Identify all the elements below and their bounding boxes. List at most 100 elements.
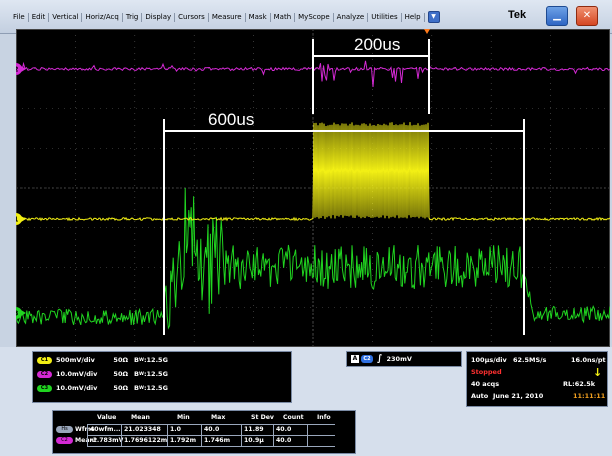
measurement-cell: 40.0 xyxy=(276,426,292,433)
date: June 21, 2010 xyxy=(493,392,544,400)
channel-readouts[interactable]: C1 500mV/div 50Ω B W:12.5G C2 10.0mV/div 50Ω B W:… xyxy=(32,351,292,403)
measurement-cell: 1.746m xyxy=(204,437,231,444)
trigger-readout[interactable]: A C2 ∫ 230mV xyxy=(346,351,462,367)
table-divider xyxy=(87,424,335,425)
channel-bandwidth: :12.5G xyxy=(143,384,168,392)
menu-item-cursors[interactable]: Cursors xyxy=(175,12,209,22)
measurement-header: Value xyxy=(97,414,117,421)
channel-row[interactable]: C1 500mV/div 50Ω B W:12.5G xyxy=(37,355,168,365)
ch1-marker[interactable]: 1 xyxy=(16,213,26,225)
menu-item-horizacq[interactable]: Horiz/Acq xyxy=(82,12,123,22)
horizontal-scale: 100μs/div xyxy=(471,356,507,364)
ch2-marker-arrow-icon xyxy=(21,66,26,72)
readout-panel: C1 500mV/div 50Ω B W:12.5G C2 10.0mV/div 50Ω B W:… xyxy=(0,347,612,456)
ch2-marker-dot xyxy=(16,63,22,75)
cursor-a-label: 200us xyxy=(354,35,400,54)
channel-badge: C2 xyxy=(37,370,52,378)
channel-badge: C1 xyxy=(37,356,52,364)
bandwidth-prefix: B xyxy=(134,384,139,392)
channel-row[interactable]: C3 10.0mV/div 50Ω B W:12.5G xyxy=(37,383,168,393)
ch3-trace xyxy=(16,187,610,330)
measurement-header: Max xyxy=(211,414,226,421)
channel-scale: 10.0mV/div xyxy=(56,370,98,378)
menu-item-display[interactable]: Display xyxy=(142,12,176,22)
menu-item-help[interactable]: Help xyxy=(402,12,425,22)
menu-item-utilities[interactable]: Utilities xyxy=(368,12,402,22)
ch1-trace xyxy=(16,122,610,222)
ch3-marker-arrow-icon xyxy=(21,310,26,316)
measurement-header: Mean xyxy=(131,414,150,421)
menu-item-math[interactable]: Math xyxy=(271,12,296,22)
time: 11:11:11 xyxy=(573,392,606,400)
trigger-a-badge: A xyxy=(351,355,359,363)
measurement-cell: 21.023348 xyxy=(124,426,161,433)
graticule-border xyxy=(16,29,610,347)
measurement-label: Mean* xyxy=(75,437,97,444)
menu-item-analyze[interactable]: Analyze xyxy=(334,12,369,22)
channel-markers[interactable]: 2 1 3 xyxy=(16,63,26,319)
menu-items: File Edit Vertical Horiz/Acq Trig Display Curs… xyxy=(10,11,440,23)
measurement-header: Min xyxy=(177,414,190,421)
acquisition-count: 40 acqs xyxy=(471,380,500,388)
menu-item-measure[interactable]: Measure xyxy=(209,12,246,22)
resolution: 16.0ns/pt xyxy=(571,356,606,364)
measurement-cell: -1.783mV xyxy=(90,437,124,444)
measurement-header: Info xyxy=(317,414,331,421)
minimize-button[interactable]: ▁ xyxy=(546,6,568,26)
menu-item-file[interactable]: File xyxy=(10,12,29,22)
channel-scale: 500mV/div xyxy=(56,356,95,364)
record-length: RL:62.5k xyxy=(563,380,596,388)
bandwidth-sub: W xyxy=(138,371,144,377)
channel-scale: 10.0mV/div xyxy=(56,384,98,392)
measurement-cell: 11.89 xyxy=(244,426,264,433)
cursors[interactable]: 200us 600us xyxy=(163,29,525,335)
measurement-label: Wfms xyxy=(75,426,95,433)
bandwidth-sub: W xyxy=(138,357,144,363)
channel-row[interactable]: C2 10.0mV/div 50Ω B W:12.5G xyxy=(37,369,168,379)
measurement-cell: 10.9μ xyxy=(244,437,264,444)
menu-dropdown-icon[interactable]: ▼ xyxy=(427,11,440,23)
waveform-display[interactable]: 200us 600us 2 1 3 xyxy=(16,29,610,347)
acquisition-state: Stopped xyxy=(471,368,502,376)
channel-impedance: 50Ω xyxy=(113,356,128,364)
measurement-source-badge: Hs xyxy=(56,426,73,433)
menu-bar: File Edit Vertical Horiz/Acq Trig Display Curs… xyxy=(0,0,612,34)
channel-impedance: 50Ω xyxy=(113,384,128,392)
cursor-b-label: 600us xyxy=(208,110,254,129)
trigger-mode: Auto xyxy=(471,392,489,400)
close-button[interactable]: ✕ xyxy=(576,6,598,26)
channel-badge: C3 xyxy=(37,384,52,392)
measurement-cell: 1.0 xyxy=(170,426,181,433)
trigger-source-badge: C2 xyxy=(361,355,373,363)
ch2-marker-label: 2 xyxy=(16,66,19,74)
menu-item-mask[interactable]: Mask xyxy=(246,12,271,22)
brand-logo: Tek xyxy=(508,9,527,21)
channel-impedance: 50Ω xyxy=(113,370,128,378)
measurement-source-badge: C2 xyxy=(56,437,73,444)
channel-bandwidth: :12.5G xyxy=(143,356,168,364)
ch1-marker-dot xyxy=(16,213,22,225)
measurement-cell: 40.0 xyxy=(204,426,220,433)
measurement-cell: 40wfm... xyxy=(90,426,121,433)
menu-item-edit[interactable]: Edit xyxy=(29,12,50,22)
menu-item-trig[interactable]: Trig xyxy=(123,12,143,22)
trigger-position-icon[interactable] xyxy=(424,29,430,34)
menu-item-vertical[interactable]: Vertical xyxy=(49,12,83,22)
ch3-marker[interactable]: 3 xyxy=(16,307,26,319)
measurement-table[interactable]: Value Mean Min Max St Dev Count Info Hs Wfms 40wf… xyxy=(52,410,356,454)
bandwidth-prefix: B xyxy=(134,356,139,364)
channel-bandwidth: :12.5G xyxy=(143,370,168,378)
measurement-cell: 1.7696122m xyxy=(124,437,168,444)
bandwidth-sub: W xyxy=(138,385,144,391)
measurement-cell: 1.792m xyxy=(170,437,197,444)
ch2-marker[interactable]: 2 xyxy=(16,63,26,75)
menu-item-myscope[interactable]: MyScope xyxy=(295,12,334,22)
acquisition-readout[interactable]: 100μs/div 62.5MS/s 16.0ns/pt Stopped ↓ 4… xyxy=(466,351,608,407)
ch3-marker-dot xyxy=(16,307,22,319)
measurement-header: Count xyxy=(283,414,304,421)
waveform-canvas: 200us 600us 2 1 3 xyxy=(16,29,610,347)
ch3-marker-label: 3 xyxy=(16,310,19,318)
sample-rate: 62.5MS/s xyxy=(513,356,547,364)
measurement-cell: 40.0 xyxy=(276,437,292,444)
trigger-slope-icon: ∫ xyxy=(377,354,383,364)
